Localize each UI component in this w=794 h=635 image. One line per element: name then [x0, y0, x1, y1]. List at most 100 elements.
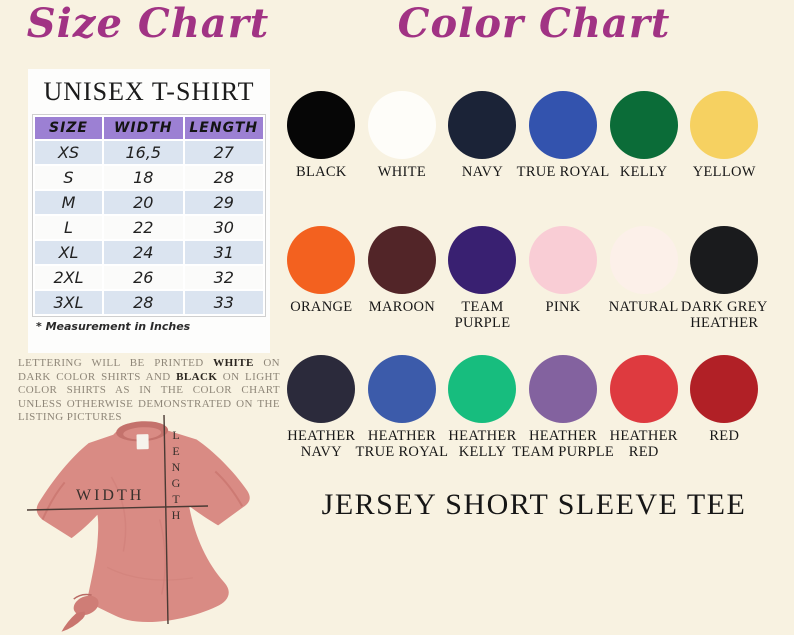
size-cell: XS: [33, 139, 104, 166]
width-cell: 18: [102, 164, 185, 191]
color-swatch-heather-true-royal: HEATHER TRUE ROYAL: [355, 355, 448, 460]
swatch-label: PINK: [545, 299, 581, 315]
swatch-label: BLACK: [295, 164, 347, 180]
knot: [73, 595, 99, 616]
swatch-circle: [448, 226, 517, 294]
tshirt-graphic: [26, 415, 250, 632]
swatch-label: RED: [709, 428, 740, 444]
measurement-footnote: * Measurement in Inches: [36, 320, 191, 333]
swatch-circle: [367, 226, 436, 294]
swatch-label: MAROON: [368, 299, 436, 315]
fabric-fold: [158, 519, 167, 595]
column-header-length: LENGTH: [182, 115, 265, 141]
color-swatch-pink: PINK: [523, 226, 604, 331]
swatch-circle: [287, 91, 356, 159]
color-row-1: BLACK WHITE NAVY TRUE ROYAL KELLY YELLOW: [281, 91, 765, 180]
size-row-2xl: 2XL 26 32: [33, 264, 265, 291]
swatch-label: ORANGE: [290, 299, 353, 315]
swatch-circle: [448, 355, 517, 423]
swatch-label: KELLY: [619, 164, 668, 180]
color-row-3: HEATHER NAVY HEATHER TRUE ROYAL HEATHER …: [281, 355, 765, 460]
knot-tail: [61, 611, 86, 632]
length-line: [163, 415, 169, 625]
length-cell: 32: [182, 264, 265, 291]
swatch-label: HEATHER TRUE ROYAL: [355, 428, 449, 461]
size-table-header-row: SIZE WIDTH LENGTH: [33, 115, 265, 141]
column-header-size: SIZE: [33, 115, 104, 141]
size-row-xl: XL 24 31: [33, 239, 265, 266]
swatch-label: TEAM PURPLE: [454, 299, 511, 332]
knot-fold: [73, 593, 92, 600]
swatch-circle: [609, 91, 678, 159]
collar-tag: [136, 434, 149, 450]
size-row-xs: XS 16,5 27: [33, 139, 265, 166]
column-header-width: WIDTH: [102, 115, 185, 141]
swatch-label: HEATHER NAVY: [287, 428, 356, 461]
color-swatch-white: WHITE: [362, 91, 443, 180]
swatch-circle: [529, 226, 598, 294]
color-swatch-dark-grey-heather: DARK GREY HEATHER: [681, 226, 767, 331]
size-table: SIZE WIDTH LENGTH XS 16,5 27 S 18 28 M: [32, 114, 266, 317]
size-row-l: L 22 30: [33, 214, 265, 241]
swatch-circle: [367, 355, 436, 423]
tshirt-photo: WIDTH LENGTH: [10, 415, 290, 635]
color-swatch-red: RED: [684, 355, 765, 460]
length-cell: 28: [182, 164, 265, 191]
lettering-note: LETTERING WILL BE PRINTED WHITE ON DARK …: [18, 357, 280, 425]
size-row-3xl: 3XL 28 33: [33, 289, 265, 316]
fabric-fold: [110, 476, 127, 552]
tshirt-body: [36, 422, 250, 623]
swatch-circle: [448, 91, 517, 159]
width-cell: 26: [102, 264, 185, 291]
swatch-circle: [690, 355, 759, 423]
swatch-circle: [529, 91, 598, 159]
note-text: ON DARK COLOR SHIRTS AND: [18, 357, 281, 383]
size-row-s: S 18 28: [33, 164, 265, 191]
width-cell: 24: [102, 239, 185, 266]
swatch-label: HEATHER RED: [609, 428, 678, 461]
size-cell: 2XL: [33, 264, 104, 291]
color-swatch-navy: NAVY: [442, 91, 523, 180]
color-swatch-maroon: MAROON: [362, 226, 443, 331]
size-cell: 3XL: [33, 289, 104, 316]
swatch-circle: [690, 91, 759, 159]
color-swatch-kelly: KELLY: [603, 91, 684, 180]
size-chart-title: Size Chart: [26, 0, 270, 47]
width-cell: 20: [102, 189, 185, 216]
width-cell: 28: [102, 289, 185, 316]
note-black-emphasis: BLACK: [176, 370, 218, 383]
swatch-label: NATURAL: [608, 299, 679, 315]
size-row-m: M 20 29: [33, 189, 265, 216]
size-chart-panel: UNISEX T-SHIRT SIZE WIDTH LENGTH XS 16,5…: [28, 69, 270, 353]
color-swatch-orange: ORANGE: [281, 226, 362, 331]
color-swatch-black: BLACK: [281, 91, 362, 180]
color-swatch-heather-team-purple: HEATHER TEAM PURPLE: [512, 355, 614, 460]
color-swatch-true-royal: TRUE ROYAL: [517, 91, 609, 180]
product-type-heading: UNISEX T-SHIRT: [43, 77, 255, 106]
length-label: LENGTH: [169, 428, 183, 524]
note-text: LETTERING WILL BE PRINTED: [18, 357, 214, 369]
swatch-label: DARK GREY HEATHER: [680, 299, 768, 332]
swatch-circle: [367, 91, 436, 159]
fabric-fold: [106, 566, 193, 581]
length-cell: 27: [182, 139, 265, 166]
product-title: JERSEY SHORT SLEEVE TEE: [321, 488, 747, 521]
width-cell: 16,5: [102, 139, 185, 166]
collar-inner: [123, 427, 162, 440]
swatch-label: TRUE ROYAL: [516, 164, 610, 180]
color-swatch-heather-navy: HEATHER NAVY: [281, 355, 362, 460]
color-swatch-team-purple: TEAM PURPLE: [442, 226, 523, 331]
swatch-circle: [609, 355, 678, 423]
note-white-emphasis: WHITE: [213, 357, 254, 369]
swatch-circle: [529, 355, 598, 423]
swatch-circle: [690, 226, 759, 294]
left-cuff-fold: [41, 481, 66, 521]
width-line: [26, 505, 209, 511]
swatch-label: NAVY: [461, 164, 504, 180]
swatch-label: HEATHER TEAM PURPLE: [512, 428, 615, 461]
color-chart-title: Color Chart: [397, 0, 671, 47]
size-cell: S: [33, 164, 104, 191]
swatch-label: HEATHER KELLY: [448, 428, 517, 461]
note-text: ON LIGHT COLOR SHIRTS AS IN THE COLOR CH…: [18, 370, 280, 424]
swatch-circle: [609, 226, 678, 294]
